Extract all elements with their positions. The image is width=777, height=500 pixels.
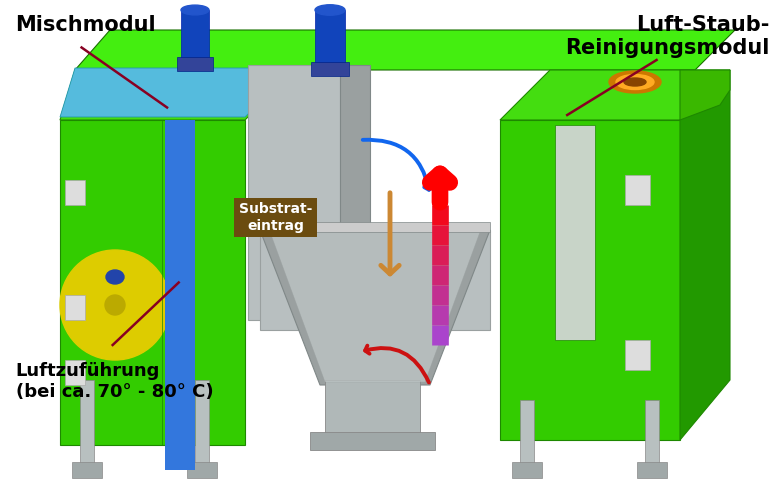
Polygon shape <box>65 295 85 320</box>
Polygon shape <box>165 120 195 445</box>
Polygon shape <box>195 380 209 470</box>
Polygon shape <box>520 400 534 470</box>
Ellipse shape <box>315 4 345 15</box>
Polygon shape <box>270 232 480 382</box>
Polygon shape <box>60 70 295 120</box>
Text: Mischmodul: Mischmodul <box>16 15 156 35</box>
FancyArrowPatch shape <box>430 174 450 202</box>
Ellipse shape <box>106 270 124 284</box>
Polygon shape <box>680 70 730 120</box>
Polygon shape <box>260 222 490 232</box>
Polygon shape <box>625 340 650 370</box>
Polygon shape <box>325 380 420 440</box>
Polygon shape <box>72 462 102 478</box>
Polygon shape <box>177 57 213 71</box>
Polygon shape <box>340 65 370 320</box>
Polygon shape <box>310 432 435 450</box>
Polygon shape <box>248 65 340 320</box>
Ellipse shape <box>105 295 125 315</box>
Polygon shape <box>500 70 730 120</box>
Polygon shape <box>75 30 735 70</box>
Ellipse shape <box>616 74 654 90</box>
Polygon shape <box>315 10 345 70</box>
Polygon shape <box>680 70 730 440</box>
Polygon shape <box>80 380 94 470</box>
Polygon shape <box>260 230 490 385</box>
Polygon shape <box>512 462 542 478</box>
Ellipse shape <box>181 5 209 15</box>
Polygon shape <box>645 400 659 470</box>
Polygon shape <box>181 10 209 65</box>
Polygon shape <box>65 360 85 385</box>
Polygon shape <box>637 462 667 478</box>
Polygon shape <box>60 68 295 117</box>
Text: Substrat-
eintrag: Substrat- eintrag <box>239 202 312 232</box>
Polygon shape <box>260 230 490 330</box>
FancyArrowPatch shape <box>381 193 399 274</box>
Polygon shape <box>187 462 217 478</box>
Polygon shape <box>60 120 245 445</box>
Polygon shape <box>165 410 195 470</box>
Ellipse shape <box>60 250 170 360</box>
Polygon shape <box>311 62 349 76</box>
Polygon shape <box>500 120 680 440</box>
Ellipse shape <box>624 78 646 86</box>
Text: Luftzuführung
(bei ca. 70° - 80° C): Luftzuführung (bei ca. 70° - 80° C) <box>16 362 213 402</box>
Polygon shape <box>625 175 650 205</box>
Ellipse shape <box>609 71 661 93</box>
Polygon shape <box>555 125 595 340</box>
Polygon shape <box>65 180 85 205</box>
Text: Luft-Staub-
Reinigungsmodul: Luft-Staub- Reinigungsmodul <box>565 15 769 58</box>
